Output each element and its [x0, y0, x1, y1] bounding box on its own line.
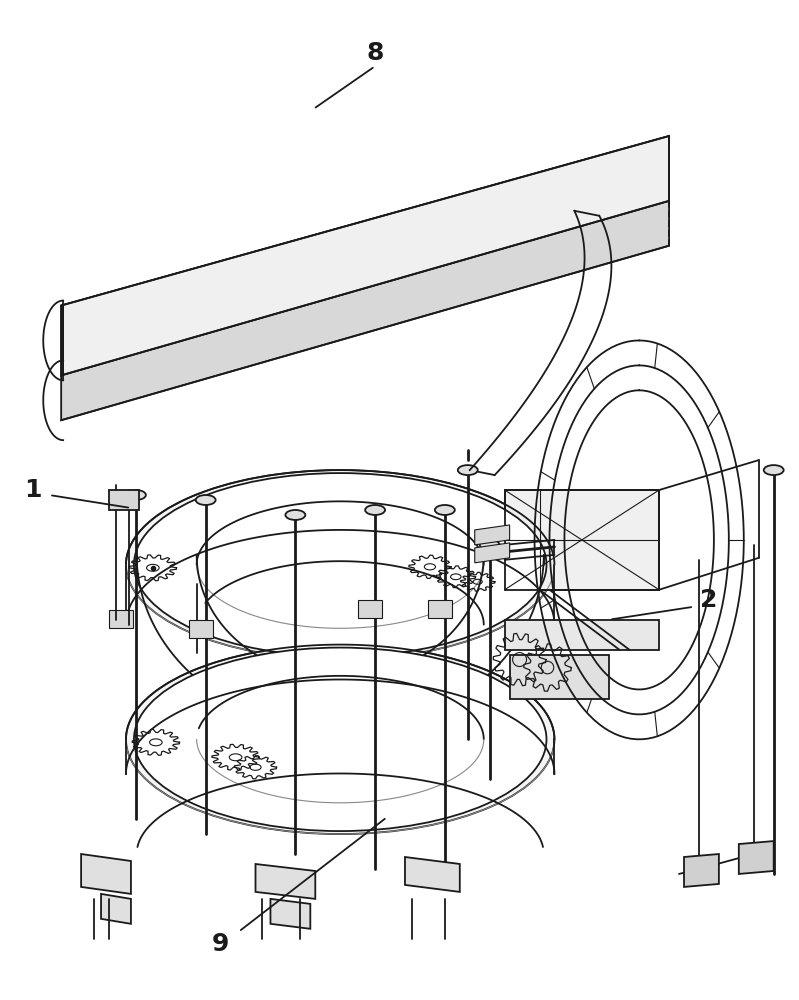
Ellipse shape — [458, 465, 478, 475]
Polygon shape — [101, 894, 131, 924]
Polygon shape — [358, 600, 382, 618]
Ellipse shape — [134, 473, 547, 657]
Polygon shape — [62, 201, 669, 420]
Ellipse shape — [479, 540, 499, 550]
Polygon shape — [475, 525, 510, 545]
Polygon shape — [81, 854, 131, 894]
Polygon shape — [109, 490, 139, 510]
Ellipse shape — [764, 465, 784, 475]
Polygon shape — [62, 136, 669, 375]
Polygon shape — [189, 620, 213, 638]
Polygon shape — [684, 854, 719, 887]
Ellipse shape — [126, 490, 146, 500]
Polygon shape — [505, 620, 659, 650]
Polygon shape — [428, 600, 451, 618]
Polygon shape — [62, 136, 669, 375]
Ellipse shape — [435, 505, 455, 515]
Ellipse shape — [126, 470, 555, 660]
Polygon shape — [270, 899, 310, 929]
Text: 1: 1 — [25, 478, 42, 502]
Ellipse shape — [365, 505, 385, 515]
Polygon shape — [109, 610, 133, 628]
Text: 2: 2 — [700, 588, 718, 612]
Polygon shape — [475, 543, 510, 563]
Ellipse shape — [126, 645, 555, 834]
Polygon shape — [256, 864, 316, 899]
Polygon shape — [510, 655, 610, 699]
Text: 8: 8 — [367, 41, 384, 65]
Text: 9: 9 — [212, 932, 229, 956]
Ellipse shape — [196, 495, 216, 505]
Polygon shape — [739, 841, 773, 874]
Polygon shape — [505, 490, 659, 590]
Ellipse shape — [134, 648, 547, 831]
Polygon shape — [405, 857, 459, 892]
Ellipse shape — [285, 510, 305, 520]
